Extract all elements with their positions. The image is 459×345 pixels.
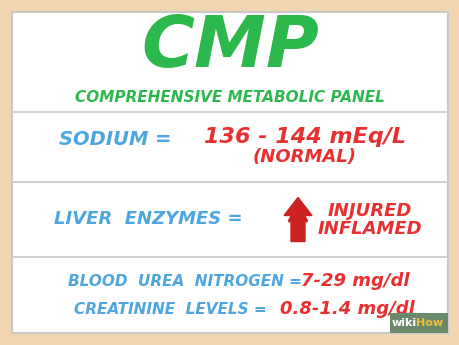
Polygon shape [283, 197, 311, 241]
Text: How: How [415, 318, 442, 328]
Text: INFLAMED: INFLAMED [317, 219, 421, 237]
FancyBboxPatch shape [12, 12, 447, 333]
Text: INJURED: INJURED [327, 201, 411, 219]
Text: SODIUM =: SODIUM = [59, 129, 171, 148]
Text: LIVER  ENZYMES =: LIVER ENZYMES = [54, 210, 242, 228]
Text: BLOOD  UREA  NITROGEN =: BLOOD UREA NITROGEN = [68, 274, 301, 288]
Text: 0.8-1.4 mg/dl: 0.8-1.4 mg/dl [279, 300, 414, 318]
Text: COMPREHENSIVE METABOLIC PANEL: COMPREHENSIVE METABOLIC PANEL [75, 89, 384, 105]
Text: 7-29 mg/dl: 7-29 mg/dl [300, 272, 409, 290]
Text: CREATININE  LEVELS =: CREATININE LEVELS = [73, 302, 266, 316]
Text: (NORMAL): (NORMAL) [252, 148, 356, 166]
Text: CMP: CMP [141, 12, 318, 81]
Text: 136 - 144 mEq/L: 136 - 144 mEq/L [203, 127, 405, 147]
FancyBboxPatch shape [389, 313, 447, 333]
Text: wiki: wiki [391, 318, 416, 328]
